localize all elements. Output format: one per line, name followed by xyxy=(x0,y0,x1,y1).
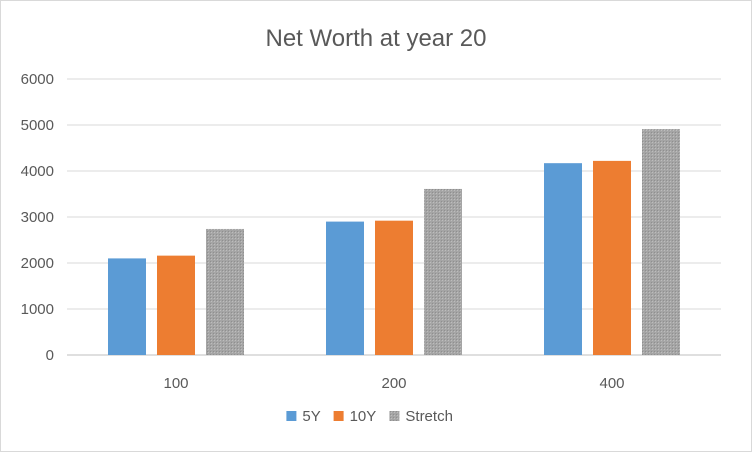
bar-5y-400 xyxy=(544,163,582,355)
y-tick-label: 1000 xyxy=(21,301,54,318)
legend-swatch-10y xyxy=(333,411,344,421)
y-tick-label: 2000 xyxy=(21,255,54,272)
legend-swatch-5y xyxy=(286,411,297,421)
legend-label-10y: 10Y xyxy=(350,408,377,425)
y-tick-label: 3000 xyxy=(21,209,54,226)
bar-stretch-100 xyxy=(206,228,244,355)
legend-label-5y: 5Y xyxy=(302,408,320,425)
bar-10y-400 xyxy=(593,160,631,355)
y-tick-label: 5000 xyxy=(21,117,54,134)
x-tick-label: 400 xyxy=(599,375,624,392)
bars xyxy=(108,129,680,355)
y-tick-label: 4000 xyxy=(21,163,54,180)
y-axis-tick-labels: 0 1000 2000 3000 4000 5000 6000 xyxy=(21,71,54,364)
bar-10y-100 xyxy=(157,255,195,355)
y-tick-label: 0 xyxy=(46,347,54,364)
bar-stretch-400 xyxy=(642,129,680,355)
y-tick-label: 6000 xyxy=(21,71,54,88)
bar-stretch-200 xyxy=(424,188,462,355)
legend: 5Y 10Y Stretch xyxy=(286,408,453,425)
legend-label-stretch: Stretch xyxy=(405,408,453,425)
legend-swatch-stretch xyxy=(389,411,400,421)
bar-5y-200 xyxy=(326,221,364,355)
x-tick-label: 200 xyxy=(381,375,406,392)
x-axis-tick-labels: 100 200 400 xyxy=(163,375,624,392)
bar-5y-100 xyxy=(108,258,146,355)
bar-10y-200 xyxy=(375,220,413,355)
chart-title: Net Worth at year 20 xyxy=(266,25,487,52)
x-tick-label: 100 xyxy=(163,375,188,392)
